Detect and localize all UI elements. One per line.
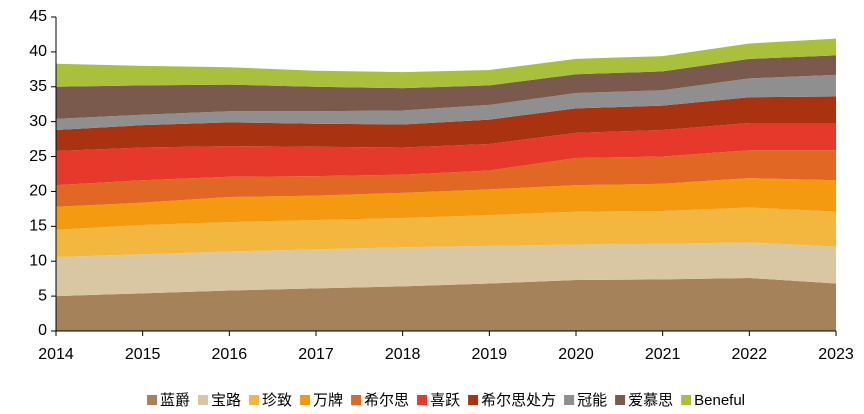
area: [56, 277, 836, 331]
area: [56, 55, 836, 119]
legend-label: 蓝爵: [160, 392, 190, 409]
legend-label: 珍致: [262, 392, 292, 409]
x-tick-label: 2021: [645, 346, 681, 363]
x-tick-label: 2019: [472, 346, 508, 363]
legend-label: 希尔思: [364, 392, 409, 409]
legend-swatch: [198, 395, 209, 405]
area: [56, 123, 836, 186]
y-tick-label: 35: [29, 78, 47, 95]
legend-label: 爱慕思: [628, 392, 673, 409]
legend-label: 宝路: [211, 392, 241, 409]
y-tick-label: 40: [29, 43, 47, 60]
legend-swatch: [351, 395, 362, 405]
y-tick-label: 20: [29, 183, 47, 200]
x-tick-label: 2015: [125, 346, 161, 363]
x-tick-label: 2016: [212, 346, 248, 363]
legend-label: Beneful: [694, 392, 745, 409]
area: [56, 207, 836, 258]
y-tick-label: 30: [29, 113, 47, 130]
x-tick-label: 2023: [818, 346, 854, 363]
legend-swatch: [564, 395, 575, 405]
x-tick-label: 2018: [385, 346, 421, 363]
x-tick-label: 2020: [558, 346, 594, 363]
x-tick-label: 2022: [732, 346, 768, 363]
area: [56, 178, 836, 230]
legend-swatch: [468, 395, 479, 405]
legend-swatch: [681, 395, 692, 405]
y-tick-label: 5: [38, 287, 47, 304]
y-tick-label: 45: [29, 8, 47, 25]
legend-swatch: [146, 395, 157, 405]
legend-label: 喜跃: [430, 392, 460, 409]
legend: 蓝爵 宝路 珍致 万牌 希尔思 喜跃 希尔思处方 冠能 爱慕思 Beneful: [146, 392, 745, 409]
legend-swatch: [615, 395, 626, 405]
y-tick-label: 0: [38, 322, 47, 339]
legend-swatch: [417, 395, 428, 405]
legend-label: 冠能: [577, 392, 607, 409]
area: [56, 38, 836, 89]
area: [56, 96, 836, 151]
legend-swatch: [249, 395, 260, 405]
area: [56, 150, 836, 207]
y-tick-label: 15: [29, 218, 47, 235]
y-tick-label: 10: [29, 252, 47, 269]
area: [56, 74, 836, 131]
area: [56, 242, 836, 297]
legend-label: 万牌: [313, 392, 343, 409]
legend-swatch: [300, 395, 311, 405]
y-tick-label: 25: [29, 148, 47, 165]
x-tick-label: 2017: [298, 346, 334, 363]
legend-label: 希尔思处方: [481, 392, 556, 409]
x-tick-label: 2014: [38, 346, 74, 363]
